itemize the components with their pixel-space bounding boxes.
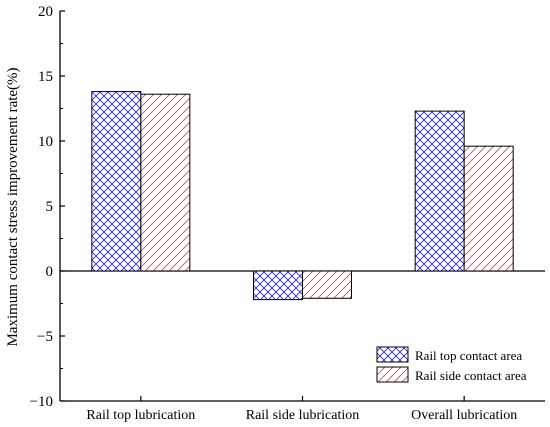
y-axis-label: Maximum contact stress improvement rate(… [5,67,21,346]
y-tick-label: 5 [46,199,54,215]
legend-label-rail-top-contact: Rail top contact area [415,348,522,363]
y-tick-label: 20 [38,4,53,20]
legend-swatch-rail-top-contact [376,346,409,363]
x-tick-label: Overall lubrication [411,408,517,423]
legend-swatch-rail-side-contact [376,366,409,383]
x-tick-label: Rail side lubrication [246,408,360,423]
plot-area: Rail top lubrication Rail side lubricatio… [30,4,545,423]
y-tick-label: −10 [30,394,53,410]
bar-rail-top-contact-3 [414,110,465,272]
legend-label-rail-side-contact: Rail side contact area [415,368,527,383]
y-tick-label: 10 [38,134,53,150]
bar-rail-top-contact-2 [253,270,303,301]
y-tick-label: 0 [46,264,54,280]
bar-rail-side-contact-1 [140,93,191,272]
y-tick-label: 15 [38,69,53,85]
x-tick-label: Rail top lubrication [86,408,195,423]
bar-rail-side-contact-3 [463,145,514,272]
bar-rail-side-contact-2 [302,270,352,299]
legend: Rail top contact area Rail side contact a… [376,346,527,383]
y-tick-label: −5 [37,329,53,345]
bar-rail-top-contact-1 [91,91,142,272]
